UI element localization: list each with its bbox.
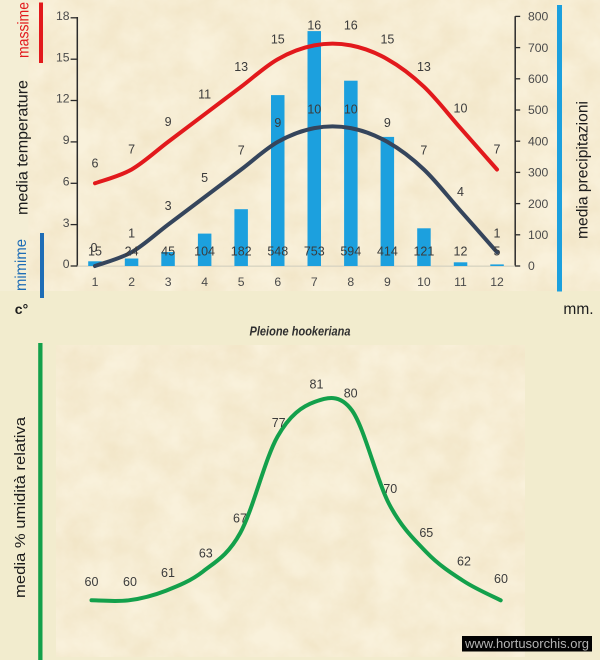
svg-text:414: 414 [377,245,398,259]
svg-text:7: 7 [494,143,501,157]
svg-text:9: 9 [274,116,281,130]
svg-text:548: 548 [267,245,288,259]
svg-text:5: 5 [494,245,501,259]
svg-text:63: 63 [199,547,213,561]
svg-text:400: 400 [528,134,549,148]
svg-text:1: 1 [128,226,135,240]
svg-text:77: 77 [272,416,286,430]
svg-text:60: 60 [494,572,508,586]
svg-text:60: 60 [85,575,99,589]
svg-text:60: 60 [123,575,137,589]
svg-text:182: 182 [231,245,252,259]
svg-text:7: 7 [420,144,427,158]
svg-text:16: 16 [307,19,321,33]
svg-text:6: 6 [92,157,99,171]
svg-text:11: 11 [198,88,211,102]
svg-text:15: 15 [271,32,285,46]
svg-text:45: 45 [161,245,175,259]
svg-text:16: 16 [344,19,358,33]
svg-text:600: 600 [528,72,549,86]
svg-text:12: 12 [56,92,70,106]
svg-text:0: 0 [91,241,98,255]
svg-text:0: 0 [63,257,70,271]
svg-text:9: 9 [63,133,70,147]
svg-text:11: 11 [454,275,467,289]
svg-text:10: 10 [454,101,468,115]
svg-text:4: 4 [457,185,464,199]
svg-text:www.hortusorchis.org: www.hortusorchis.org [464,637,589,651]
svg-text:13: 13 [234,60,248,74]
svg-text:67: 67 [233,512,247,526]
svg-text:15: 15 [56,50,70,64]
svg-text:7: 7 [311,275,318,289]
svg-text:300: 300 [528,166,549,180]
svg-text:121: 121 [413,245,434,259]
svg-text:13: 13 [417,60,431,74]
svg-text:massime: massime [16,2,33,58]
svg-text:5: 5 [238,275,245,289]
svg-text:18: 18 [56,9,70,23]
svg-text:7: 7 [238,144,245,158]
svg-text:4: 4 [201,275,208,289]
svg-text:6: 6 [274,275,281,289]
svg-text:mm.: mm. [563,301,593,318]
svg-text:1: 1 [494,226,501,240]
svg-text:mimime: mimime [13,239,30,291]
svg-text:6: 6 [63,175,70,189]
svg-text:3: 3 [63,216,70,230]
svg-text:81: 81 [310,378,324,392]
svg-text:c°: c° [15,301,28,317]
svg-text:3: 3 [165,199,172,213]
svg-text:70: 70 [383,482,397,496]
svg-text:62: 62 [457,555,471,569]
svg-text:5: 5 [201,171,208,185]
svg-text:9: 9 [384,275,391,289]
svg-text:1: 1 [92,275,99,289]
svg-text:15: 15 [380,32,394,46]
svg-text:3: 3 [165,275,172,289]
svg-text:200: 200 [528,197,549,211]
svg-text:12: 12 [454,245,468,259]
svg-text:65: 65 [419,526,433,540]
svg-text:700: 700 [528,41,549,55]
svg-text:10: 10 [344,102,358,116]
svg-text:10: 10 [307,102,321,116]
svg-text:7: 7 [128,143,135,157]
svg-text:10: 10 [417,275,431,289]
svg-text:media temperature: media temperature [15,80,32,215]
svg-text:8: 8 [347,275,354,289]
svg-text:500: 500 [528,103,549,117]
svg-text:Pleione hookeriana: Pleione hookeriana [250,325,351,339]
svg-text:61: 61 [161,566,175,580]
svg-text:media % umidità relativa: media % umidità relativa [12,416,29,598]
svg-text:24: 24 [125,245,139,259]
svg-text:753: 753 [304,245,325,259]
svg-text:100: 100 [528,228,549,242]
svg-text:15: 15 [88,245,102,259]
svg-text:12: 12 [490,275,504,289]
svg-text:media precipitazioni: media precipitazioni [575,101,592,239]
svg-text:0: 0 [528,259,535,273]
svg-text:9: 9 [384,116,391,130]
svg-text:80: 80 [344,387,358,401]
svg-text:800: 800 [528,10,549,24]
svg-text:104: 104 [194,245,215,259]
svg-text:2: 2 [128,275,135,289]
svg-text:594: 594 [340,245,361,259]
svg-text:9: 9 [165,115,172,129]
